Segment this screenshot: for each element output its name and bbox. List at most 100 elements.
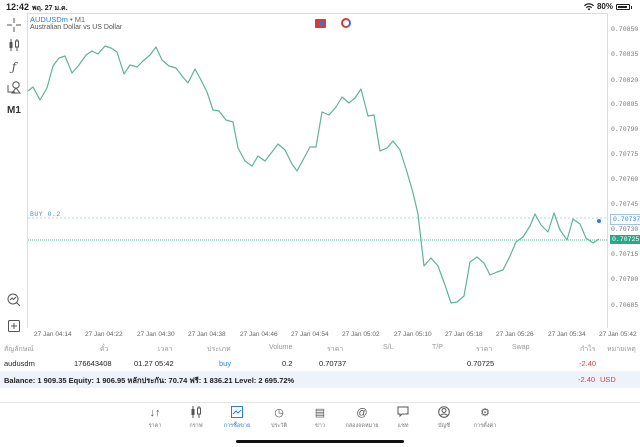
header-profit[interactable]: กำไร bbox=[580, 346, 596, 353]
ask-marker bbox=[597, 219, 601, 223]
header-tp[interactable]: T/P bbox=[432, 344, 443, 351]
time-tick: 27 Jan 05:18 bbox=[445, 331, 483, 338]
symbol-title: AUDUSDm • M1 bbox=[30, 15, 86, 24]
price-tick: 0.70820 bbox=[611, 77, 639, 84]
time-tick: 27 Jan 04:54 bbox=[291, 331, 329, 338]
account-icon bbox=[422, 406, 466, 420]
candles-icon bbox=[174, 406, 218, 420]
status-bar: 12:42 พฤ. 27 ม.ค. 80% bbox=[0, 0, 640, 14]
price-tick: 0.70775 bbox=[611, 151, 639, 158]
price-tick: 0.70685 bbox=[611, 302, 639, 309]
status-time: 12:42 bbox=[6, 2, 30, 12]
candlestick-icon bbox=[9, 39, 19, 51]
summary-profit: -2.40 bbox=[578, 375, 596, 384]
row-symbol: audusdm bbox=[4, 359, 35, 368]
price-tick: 0.70760 bbox=[611, 176, 639, 183]
shapes-icon bbox=[7, 81, 21, 94]
battery-percent: 80% bbox=[596, 2, 613, 11]
header-swap[interactable]: Swap bbox=[512, 344, 530, 351]
buy-price-tag: 0.70737 bbox=[610, 214, 640, 225]
chat-icon bbox=[381, 406, 425, 420]
price-tick: 0.70835 bbox=[611, 51, 639, 58]
add-order-icon bbox=[8, 320, 20, 332]
timeframe-button[interactable]: M1 bbox=[7, 104, 21, 116]
chart-search-icon bbox=[7, 293, 21, 307]
nav-accounts[interactable]: บัญชี bbox=[422, 406, 466, 430]
gear-icon: ⚙ bbox=[480, 407, 490, 419]
row-type: buy bbox=[219, 359, 232, 368]
summary-currency: USD bbox=[600, 375, 616, 384]
nav-chart[interactable]: กราฟ bbox=[174, 406, 218, 430]
account-summary: Balance: 1 909.35 Equity: 1 906.95 หลักป… bbox=[0, 371, 640, 388]
nav-chat[interactable]: แชท bbox=[381, 406, 425, 430]
one-click-trading-icon[interactable] bbox=[315, 19, 326, 28]
header-comment[interactable]: หมายเหตุ bbox=[607, 346, 636, 353]
status-date: พฤ. 27 ม.ค. bbox=[32, 5, 68, 12]
nav-news[interactable]: ▤ ข่าว bbox=[298, 406, 342, 430]
status-right: 80% bbox=[583, 2, 632, 11]
time-tick: 27 Jan 05:26 bbox=[496, 331, 534, 338]
price-line bbox=[27, 45, 600, 304]
row-volume: 0.2 bbox=[282, 359, 293, 368]
time-tick: 27 Jan 04:38 bbox=[188, 331, 226, 338]
row-open-price: 0.70737 bbox=[319, 359, 347, 368]
header-time[interactable]: เวลา bbox=[158, 346, 173, 353]
chart-type-button[interactable] bbox=[4, 36, 24, 54]
row-time: 01.27 05:42 bbox=[134, 359, 174, 368]
time-tick: 27 Jan 05:42 bbox=[599, 331, 637, 338]
header-type[interactable]: ประเภท bbox=[207, 346, 231, 353]
price-tick: 0.70700 bbox=[611, 276, 639, 283]
header-open-price[interactable]: ราคา bbox=[327, 346, 344, 353]
chart-toolbar: ƒ M1 bbox=[0, 14, 27, 344]
symbol-name[interactable]: AUDUSDm bbox=[30, 15, 68, 24]
bottom-navigation: ↓↑ ราคา กราฟ การซื้อขาย ◷ ประวัติ ▤ ข่าว… bbox=[0, 402, 640, 447]
buy-order-label[interactable]: BUY 0.2 bbox=[30, 211, 61, 218]
indicators-button[interactable]: ƒ bbox=[4, 58, 24, 76]
time-tick: 27 Jan 05:02 bbox=[342, 331, 380, 338]
time-tick: 27 Jan 04:14 bbox=[34, 331, 72, 338]
time-tick: 27 Jan 04:22 bbox=[85, 331, 123, 338]
time-tick: 27 Jan 05:10 bbox=[394, 331, 432, 338]
header-ticket[interactable]: ตั๋ว bbox=[100, 346, 109, 353]
price-axis-line bbox=[607, 13, 608, 328]
trade-table-header: สัญลักษณ์ ตั๋ว เวลา ประเภท Volume ราคา S… bbox=[0, 341, 640, 354]
header-current-price[interactable]: ราคา bbox=[476, 346, 493, 353]
new-order-button[interactable] bbox=[4, 317, 24, 335]
price-tick: 0.70730 bbox=[611, 226, 639, 233]
objects-button[interactable] bbox=[4, 78, 24, 96]
quotes-icon: ↓↑ bbox=[149, 407, 161, 419]
price-tick: 0.70790 bbox=[611, 126, 639, 133]
history-icon: ◷ bbox=[274, 407, 284, 419]
price-tick: 0.70715 bbox=[611, 251, 639, 258]
row-current-price: 0.70725 bbox=[467, 359, 495, 368]
trade-icon bbox=[215, 406, 259, 420]
time-tick: 27 Jan 04:30 bbox=[137, 331, 175, 338]
home-indicator[interactable] bbox=[236, 440, 404, 443]
time-tick: 27 Jan 05:34 bbox=[548, 331, 586, 338]
price-chart bbox=[27, 45, 607, 304]
header-symbol[interactable]: สัญลักษณ์ bbox=[4, 346, 34, 353]
chart-zoom-button[interactable] bbox=[4, 291, 24, 309]
table-row[interactable]: audusdm 176643408 01.27 05:42 buy 0.2 0.… bbox=[0, 356, 640, 370]
summary-text: Balance: 1 909.35 Equity: 1 906.95 หลักป… bbox=[4, 376, 295, 385]
battery-icon bbox=[616, 3, 632, 10]
nav-trade[interactable]: การซื้อขาย bbox=[215, 406, 259, 430]
symbol-description: Australian Dollar vs US Dollar bbox=[30, 24, 123, 31]
nav-history[interactable]: ◷ ประวัติ bbox=[257, 406, 301, 430]
price-tick: 0.70745 bbox=[611, 201, 639, 208]
news-icon: ▤ bbox=[314, 407, 326, 419]
crosshair-button[interactable] bbox=[4, 16, 24, 34]
nav-settings[interactable]: ⚙ การตั้งค่า bbox=[463, 406, 507, 430]
trade-levels-icon[interactable] bbox=[341, 18, 351, 28]
row-profit: -2.40 bbox=[579, 359, 597, 368]
chart-area[interactable] bbox=[27, 13, 607, 328]
nav-quotes[interactable]: ↓↑ ราคา bbox=[133, 406, 177, 430]
price-tick: 0.70850 bbox=[611, 26, 639, 33]
header-sl[interactable]: S/L bbox=[383, 344, 394, 351]
symbol-timeframe: M1 bbox=[74, 15, 86, 24]
nav-mailbox[interactable]: @ กล่องจดหมาย bbox=[340, 406, 384, 430]
time-tick: 27 Jan 04:46 bbox=[240, 331, 278, 338]
mail-icon: @ bbox=[356, 407, 368, 419]
header-volume[interactable]: Volume bbox=[269, 344, 293, 351]
crosshair-icon bbox=[7, 18, 21, 32]
